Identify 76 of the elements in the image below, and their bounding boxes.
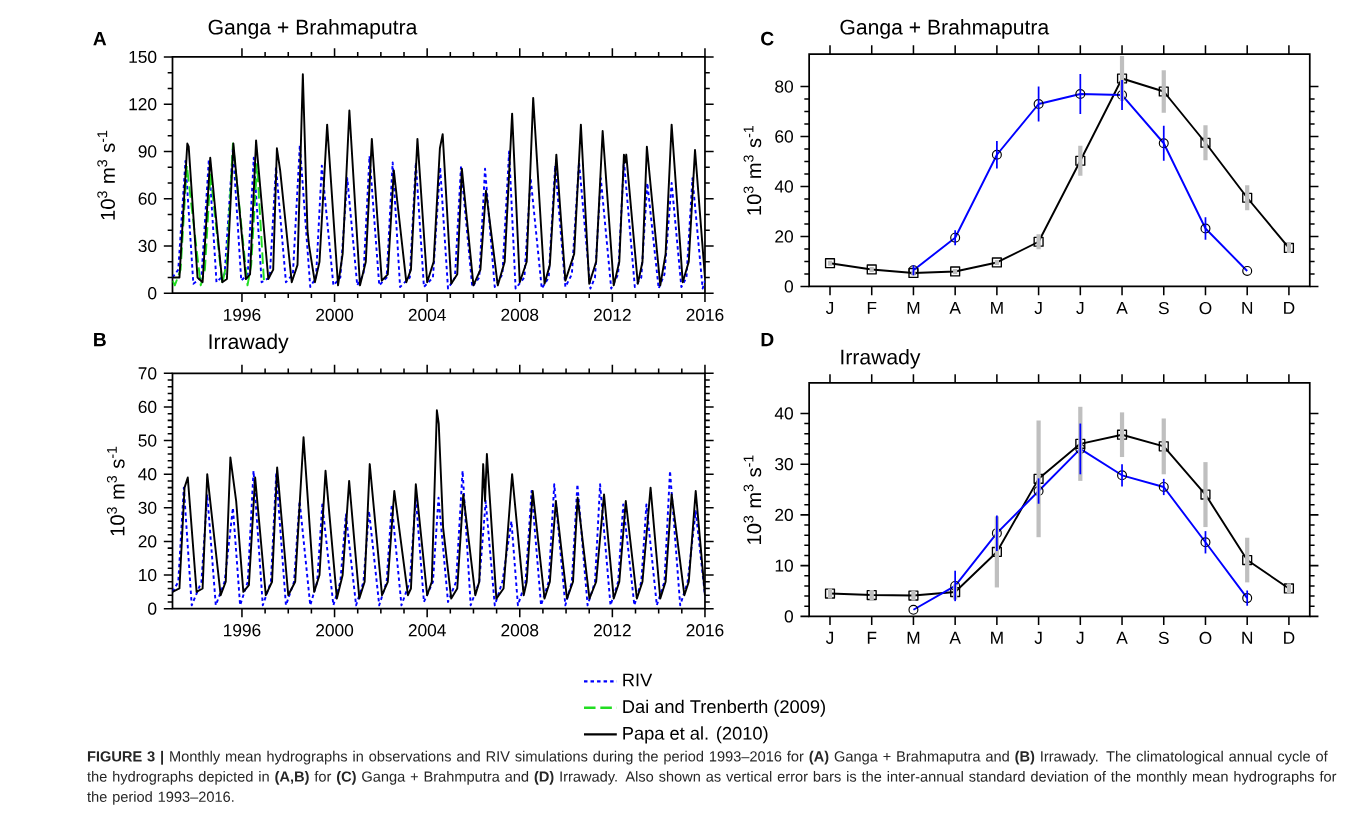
y-tick-label: 60: [775, 130, 793, 143]
chart-title: Ganga + Brahmaputra: [208, 18, 418, 39]
x-tick-label: S: [1158, 631, 1169, 645]
x-tick-label: 2016: [686, 308, 724, 321]
y-tick-label: 40: [138, 467, 157, 481]
y-tick-label: 20: [775, 230, 793, 243]
y-tick-label: 80: [775, 80, 793, 93]
y-tick-label: 20: [138, 535, 157, 548]
y-tick-label: 0: [784, 280, 794, 293]
x-tick-label: M: [991, 301, 1003, 314]
y-tick-label: 20: [775, 508, 793, 521]
text: D: [761, 332, 774, 347]
x-tick-label: N: [1242, 631, 1253, 644]
y-tick-label: 60: [138, 192, 157, 205]
y-tick-label: 50: [138, 434, 157, 447]
x-tick-label: J: [825, 301, 834, 314]
x-tick-label: N: [1242, 301, 1253, 314]
x-tick-label: A: [949, 301, 961, 314]
text: A: [93, 31, 107, 46]
y-tick-label: 0: [148, 287, 157, 300]
x-tick-label: 2016: [686, 624, 724, 637]
y-tick-label: 10: [139, 568, 157, 582]
x-tick-label: J: [1034, 301, 1042, 314]
text: B: [94, 332, 106, 347]
x-tick-label: D: [1284, 301, 1295, 314]
x-tick-label: 2008: [501, 308, 539, 321]
y-axis-title: 10$^{3}$ m$^{3}$ s$^{-1}$: [743, 125, 762, 215]
y-tick-label: 40: [774, 180, 793, 193]
x-tick-label: M: [991, 631, 1003, 644]
y-tick-label: 90: [138, 145, 157, 158]
x-tick-label: F: [867, 301, 877, 314]
x-tick-label: 2004: [408, 624, 446, 637]
y-tick-label: 10: [775, 559, 793, 572]
x-tick-label: 2000: [316, 308, 354, 321]
x-tick-label: 1996: [224, 308, 261, 321]
x-tick-label: M: [907, 631, 920, 644]
x-tick-label: F: [867, 631, 877, 644]
x-tick-label: S: [1158, 301, 1169, 315]
chart-title: Irrawady: [841, 348, 921, 369]
y-tick-label: 0: [784, 610, 793, 623]
x-tick-label: 2004: [408, 308, 446, 321]
x-tick-label: O: [1199, 631, 1212, 645]
x-tick-label: 2000: [316, 624, 354, 637]
x-tick-label: A: [949, 631, 961, 644]
y-tick-label: 30: [138, 239, 157, 253]
legend-label: Papa et al. (2010): [623, 726, 768, 744]
x-tick-label: J: [1076, 301, 1084, 314]
text: FIGURE 3 | Monthly mean hydrographs in observations and RIV simulations during the period 1993–2016 for (A) Ganga + Brahmaputra and (B) Irrawady. The climatological annual cycle of the hydrographs depicted in (A,B) for (C) Ganga + Brahmputra and (D) Irrawady. Also shown as vertical error bars is the inter-annual standard deviation of the monthly mean hydrographs for the period 1993–2016.: [87, 750, 1337, 805]
x-tick-label: J: [1034, 631, 1042, 644]
chart-title: Ganga + Brahmaputra: [840, 18, 1050, 39]
x-tick-label: 2012: [594, 308, 631, 321]
y-tick-label: 40: [774, 407, 793, 420]
y-tick-label: 150: [129, 50, 157, 63]
y-axis-title: 10$^{3}$ m$^{3}$ s$^{-1}$: [743, 455, 762, 544]
x-tick-label: J: [825, 631, 834, 644]
y-tick-label: 30: [138, 501, 157, 514]
legend-label: RIV: [623, 673, 653, 687]
x-tick-label: O: [1199, 301, 1212, 315]
x-tick-label: 2008: [501, 624, 539, 637]
x-tick-label: J: [1076, 631, 1084, 644]
text: C: [761, 31, 774, 46]
y-tick-label: 70: [138, 367, 157, 380]
y-axis-title: 10$^{3}$ m$^{3}$ s$^{-1}$: [97, 130, 115, 220]
y-tick-label: 0: [148, 602, 157, 615]
y-tick-label: 60: [138, 400, 157, 413]
x-tick-label: A: [1116, 301, 1128, 314]
legend-label: Dai and Trenberth (2009): [623, 699, 825, 717]
x-tick-label: M: [907, 301, 920, 314]
x-tick-label: 2012: [594, 624, 631, 637]
x-tick-label: A: [1116, 631, 1128, 644]
y-tick-label: 30: [775, 457, 793, 471]
y-axis-title: 10$^{3}$ m$^{3}$ s$^{-1}$: [106, 446, 125, 536]
x-tick-label: D: [1284, 631, 1295, 644]
x-tick-label: 1996: [224, 624, 261, 637]
chart-title: Irrawady: [209, 333, 289, 354]
y-tick-label: 120: [129, 97, 157, 111]
